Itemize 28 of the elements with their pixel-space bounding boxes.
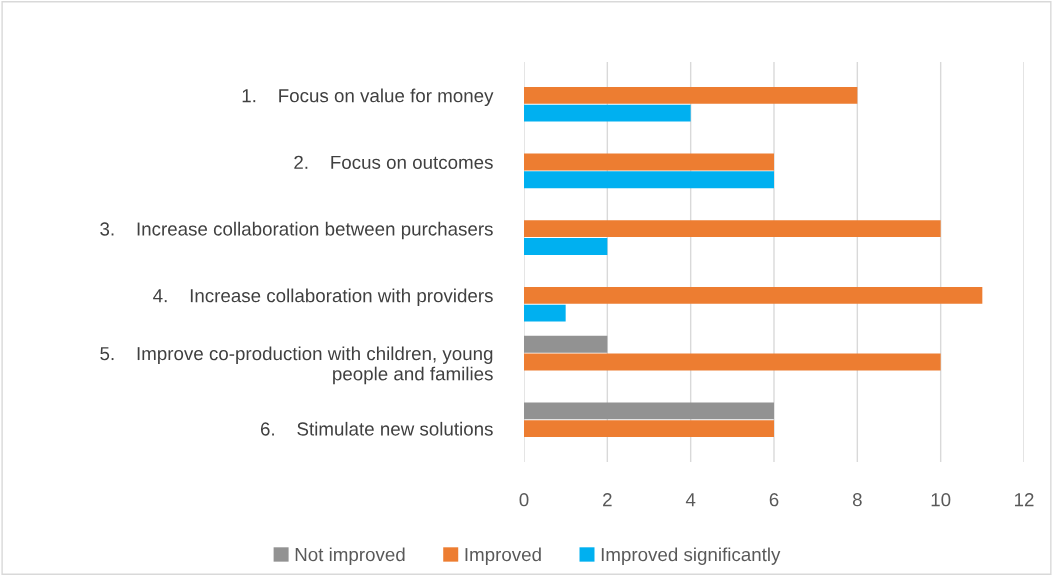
bar: [524, 402, 774, 420]
y-tick-label: 5. Improve co-production with children, young people and families: [100, 346, 493, 385]
y-tick-label: 2. Focus on outcomes: [294, 155, 493, 169]
bar: [524, 171, 774, 189]
x-tick-label: 12: [1015, 493, 1034, 507]
y-tick-label: 1. Focus on value for money: [242, 88, 494, 107]
legend-label: Not improved: [295, 547, 405, 565]
bar: [524, 286, 983, 304]
x-tick-label: 2: [603, 493, 612, 507]
bar: [524, 104, 691, 122]
x-tick-label: 10: [931, 493, 951, 507]
bar: [524, 420, 774, 438]
bar: [524, 304, 566, 322]
legend-label: Improved significantly: [601, 547, 781, 565]
bar: [524, 353, 941, 371]
bar: [524, 238, 608, 255]
x-tick-label: 0: [519, 493, 529, 507]
y-tick-label: 6. Stimulate new solutions: [260, 421, 493, 436]
y-tick-label: 3. Increase collaboration between purchasers: [100, 221, 493, 240]
bar: [524, 153, 774, 171]
legend-label: Improved: [465, 547, 541, 565]
bar: [524, 220, 941, 238]
bar: [524, 335, 608, 353]
x-tick-label: 6: [769, 493, 779, 507]
bar: [524, 86, 858, 104]
y-tick-label: 4. Increase collaboration with providers: [153, 288, 493, 307]
x-tick-label: 4: [685, 493, 696, 507]
x-tick-label: 8: [852, 493, 862, 507]
